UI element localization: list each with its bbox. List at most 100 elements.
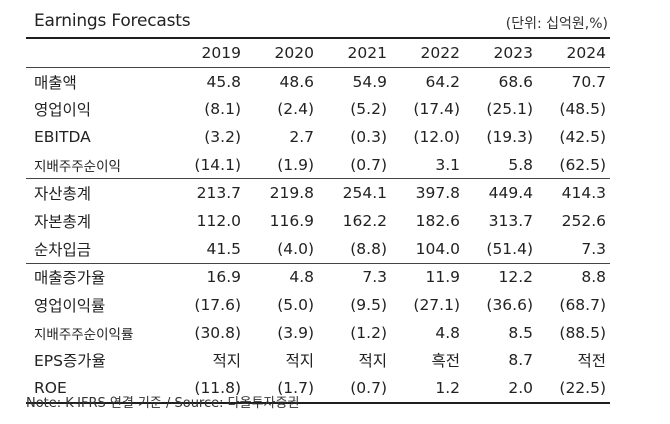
year-header: 2019: [201, 43, 241, 62]
table-cell: (4.0): [277, 239, 314, 258]
row-label: 지배주주순이익률: [34, 326, 134, 343]
table-row: ROE (11.8) (1.7) (0.7) 1.2 2.0 (22.5): [26, 374, 610, 403]
table-cell: 397.8: [415, 184, 460, 203]
table-row: 자본총계 112.0 116.9 162.2 182.6 313.7 252.6: [26, 207, 610, 235]
table-cell: (68.7): [559, 296, 606, 315]
table-cell: (30.8): [194, 323, 241, 342]
table-cell: 4.8: [289, 268, 314, 287]
year-header-row: 2019 2020 2021 2022 2023 2024: [26, 39, 610, 68]
table-cell: 1.2: [435, 379, 460, 398]
row-label: 지배주주순이익: [34, 158, 121, 175]
table-row: 매출증가율 16.9 4.8 7.3 11.9 12.2 8.8: [26, 263, 610, 291]
table-cell: (22.5): [559, 379, 606, 398]
top-rule: [26, 37, 610, 39]
unit-label: (단위: 십억원,%): [505, 16, 608, 32]
table-cell: 54.9: [352, 72, 387, 91]
table-cell: (42.5): [559, 127, 606, 146]
table-cell: 12.2: [498, 268, 533, 287]
table-cell: 449.4: [488, 184, 533, 203]
row-label: EBITDA: [34, 127, 91, 146]
table-cell: 4.8: [435, 323, 460, 342]
table-cell: 213.7: [196, 184, 241, 203]
row-label: 자본총계: [34, 212, 92, 231]
row-label: 영업이익: [34, 101, 92, 120]
table-cell: (48.5): [559, 100, 606, 119]
table-cell: (0.3): [350, 127, 387, 146]
table-cell: (36.6): [486, 296, 533, 315]
table-cell: 162.2: [342, 211, 387, 230]
table-cell: 104.0: [415, 239, 460, 258]
table-cell: 414.3: [561, 184, 606, 203]
row-label: ROE: [34, 379, 67, 398]
year-header: 2022: [420, 43, 460, 62]
table-cell: 16.9: [206, 268, 241, 287]
row-label: 순차입금: [34, 240, 92, 259]
table-cell: 7.3: [581, 239, 606, 258]
table-row: 자산총계 213.7 219.8 254.1 397.8 449.4 414.3: [26, 179, 610, 207]
table-cell: (8.1): [204, 100, 241, 119]
table-cell: 적지: [358, 352, 387, 371]
table-cell: 313.7: [488, 211, 533, 230]
table-cell: (5.2): [350, 100, 387, 119]
year-header: 2020: [274, 43, 314, 62]
year-header: 2024: [566, 43, 606, 62]
earnings-table: 2019 2020 2021 2022 2023 2024 매출액 45.8 4…: [26, 39, 610, 404]
year-header: 2023: [493, 43, 533, 62]
table-cell: 5.8: [508, 155, 533, 174]
table-cell: (5.0): [277, 296, 314, 315]
table-cell: (62.5): [559, 155, 606, 174]
source-note: Note: K-IFRS 연결 기준 / Source: 다올투자증권: [26, 396, 300, 411]
table-row: 지배주주순이익 (14.1) (1.9) (0.7) 3.1 5.8 (62.5…: [26, 151, 610, 179]
table-row: 영업이익 (8.1) (2.4) (5.2) (17.4) (25.1) (48…: [26, 95, 610, 123]
table-cell: (12.0): [413, 127, 460, 146]
table-cell: 116.9: [269, 211, 314, 230]
table-cell: (3.2): [204, 127, 241, 146]
table-cell: (19.3): [486, 127, 533, 146]
table-row: 영업이익률 (17.6) (5.0) (9.5) (27.1) (36.6) (…: [26, 291, 610, 319]
table-cell: (1.7): [277, 379, 314, 398]
table-cell: 8.5: [508, 323, 533, 342]
table-cell: 254.1: [342, 184, 387, 203]
table-cell: (27.1): [413, 296, 460, 315]
table-cell: 112.0: [196, 211, 241, 230]
table-title: Earnings Forecasts: [34, 11, 191, 31]
table-cell: 45.8: [206, 72, 241, 91]
row-label: 매출증가율: [34, 269, 106, 288]
table-row: EPS증가율 적지 적지 적지 흑전 8.7 적전: [26, 347, 610, 375]
table-cell: 68.6: [498, 72, 533, 91]
row-label: EPS증가율: [34, 352, 106, 371]
table-cell: 적지: [212, 352, 241, 371]
table-cell: (17.6): [194, 296, 241, 315]
table-cell: 3.1: [435, 155, 460, 174]
table-row: 지배주주순이익률 (30.8) (3.9) (1.2) 4.8 8.5 (88.…: [26, 319, 610, 347]
label-column-header: [26, 39, 172, 67]
table-cell: 2.7: [289, 127, 314, 146]
table-cell: 적지: [285, 352, 314, 371]
table-cell: (25.1): [486, 100, 533, 119]
table-cell: 적전: [577, 352, 606, 371]
row-label: 자산총계: [34, 185, 92, 204]
table-cell: (1.9): [277, 155, 314, 174]
table-cell: 48.6: [279, 72, 314, 91]
table-cell: (14.1): [194, 155, 241, 174]
table-cell: 흑전: [431, 352, 460, 371]
table-cell: (88.5): [559, 323, 606, 342]
table-cell: (17.4): [413, 100, 460, 119]
table-cell: (11.8): [194, 379, 241, 398]
table-cell: 8.8: [581, 268, 606, 287]
table-row: EBITDA (3.2) 2.7 (0.3) (12.0) (19.3) (42…: [26, 123, 610, 151]
table-cell: (8.8): [350, 239, 387, 258]
table-row: 매출액 45.8 48.6 54.9 64.2 68.6 70.7: [26, 67, 610, 95]
table-cell: (51.4): [486, 239, 533, 258]
table-cell: 7.3: [362, 268, 387, 287]
table-header: Earnings Forecasts (단위: 십억원,%): [26, 8, 610, 38]
table-cell: 64.2: [425, 72, 460, 91]
table-cell: 182.6: [415, 211, 460, 230]
table-cell: 219.8: [269, 184, 314, 203]
table-row: 순차입금 41.5 (4.0) (8.8) 104.0 (51.4) 7.3: [26, 235, 610, 263]
table-cell: 70.7: [571, 72, 606, 91]
table-cell: (1.2): [350, 323, 387, 342]
row-label: 매출액: [34, 73, 77, 92]
table-cell: 252.6: [561, 211, 606, 230]
table-cell: (2.4): [277, 100, 314, 119]
